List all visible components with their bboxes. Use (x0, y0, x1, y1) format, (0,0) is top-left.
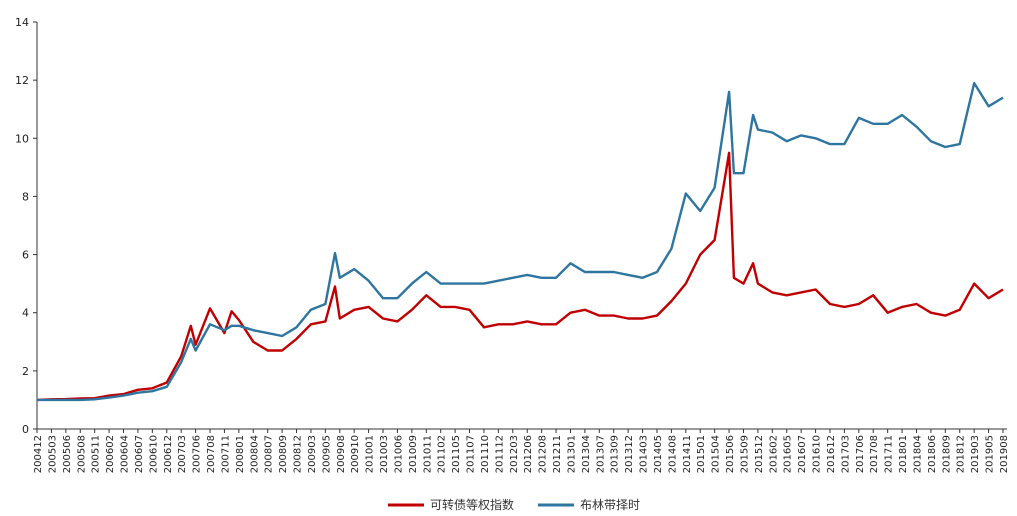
x-tick-label: 201003 (379, 435, 390, 473)
x-tick-label: 201612 (826, 435, 837, 473)
x-tick-label: 200804 (249, 435, 260, 473)
series-layer (36, 81, 1004, 402)
x-tick-label: 201602 (768, 435, 779, 473)
x-tick-label: 200602 (105, 435, 116, 473)
x-tick-label: 201405 (653, 435, 664, 473)
x-tick-label: 201903 (970, 435, 981, 473)
x-tick-label: 200511 (91, 435, 102, 473)
x-tick-label: 200910 (350, 435, 361, 473)
x-tick-label: 201110 (480, 435, 491, 473)
x-tick-label: 201501 (696, 435, 707, 473)
x-tick-label: 201706 (855, 435, 866, 473)
x-tick-label: 201206 (523, 435, 534, 473)
x-tick-label: 201309 (610, 435, 621, 473)
x-tick-label: 201809 (941, 435, 952, 473)
y-tick-label: 6 (22, 249, 29, 262)
x-tick-label: 201908 (999, 435, 1010, 473)
x-axis: 200412 200503 200506 200508 200511 200602 2006… (33, 428, 1010, 473)
x-tick-label: 200610 (148, 435, 159, 473)
x-tick-label: 201806 (927, 435, 938, 473)
x-tick-label: 200503 (47, 435, 58, 473)
x-tick-label: 201801 (898, 435, 909, 473)
x-tick-label: 200706 (192, 435, 203, 473)
x-tick-label: 200703 (177, 435, 188, 473)
x-tick-label: 201812 (956, 435, 967, 473)
y-tick-label: 14 (15, 16, 29, 29)
x-tick-label: 201607 (797, 435, 808, 473)
x-tick-label: 200903 (307, 435, 318, 473)
x-tick-label: 201107 (466, 435, 477, 473)
x-tick-label: 200607 (134, 435, 145, 473)
x-tick-label: 200807 (264, 435, 275, 473)
x-tick-label: 201208 (538, 435, 549, 473)
x-tick-label: 201506 (725, 435, 736, 473)
x-tick-label: 201312 (624, 435, 635, 473)
x-tick-label: 201708 (869, 435, 880, 473)
x-tick-label: 201711 (884, 435, 895, 473)
y-tick-label: 10 (15, 132, 29, 145)
y-tick-label: 0 (22, 423, 29, 436)
x-tick-label: 201105 (451, 435, 462, 473)
x-tick-label: 201102 (437, 435, 448, 473)
legend: 可转债等权指数 布林带择时 (388, 497, 640, 512)
x-tick-label: 201504 (711, 435, 722, 473)
x-tick-label: 201307 (595, 435, 606, 473)
x-tick-label: 200905 (321, 435, 332, 473)
y-tick-label: 4 (22, 307, 29, 320)
x-tick-label: 201006 (393, 435, 404, 473)
x-tick-label: 201009 (408, 435, 419, 473)
x-tick-label: 200506 (62, 435, 73, 473)
x-tick-label: 200604 (120, 435, 131, 473)
x-tick-label: 201301 (566, 435, 577, 473)
x-tick-label: 200908 (336, 435, 347, 473)
x-tick-label: 201304 (581, 435, 592, 473)
series-line-0 (36, 151, 1004, 402)
x-tick-label: 200612 (163, 435, 174, 473)
x-tick-label: 201011 (422, 435, 433, 473)
y-axis: 0 2 4 6 8 10 12 14 (15, 16, 38, 436)
x-tick-label: 201804 (912, 435, 923, 473)
x-tick-label: 200412 (33, 435, 44, 473)
x-tick-label: 201905 (985, 435, 996, 473)
x-tick-label: 201408 (667, 435, 678, 473)
x-tick-label: 200801 (235, 435, 246, 473)
legend-label-0: 可转债等权指数 (430, 497, 514, 512)
x-tick-label: 201509 (739, 435, 750, 473)
x-tick-label: 200708 (206, 435, 217, 473)
x-tick-label: 201411 (682, 435, 693, 473)
x-tick-label: 201605 (783, 435, 794, 473)
y-tick-label: 12 (15, 74, 29, 87)
series-line-1 (37, 81, 1004, 402)
x-tick-label: 201610 (812, 435, 823, 473)
x-tick-label: 201703 (840, 435, 851, 473)
x-tick-label: 201403 (639, 435, 650, 473)
legend-label-1: 布林带择时 (580, 498, 640, 512)
x-tick-label: 201112 (494, 435, 505, 473)
x-tick-label: 201211 (552, 435, 563, 473)
y-tick-label: 8 (22, 190, 29, 203)
y-tick-label: 2 (22, 365, 29, 378)
x-tick-label: 201512 (754, 435, 765, 473)
x-tick-label: 200812 (293, 435, 304, 473)
x-tick-label: 201203 (509, 435, 520, 473)
x-tick-label: 200809 (278, 435, 289, 473)
x-tick-label: 201001 (365, 435, 376, 473)
x-tick-label: 200508 (76, 435, 87, 473)
x-tick-label: 200711 (220, 435, 231, 473)
